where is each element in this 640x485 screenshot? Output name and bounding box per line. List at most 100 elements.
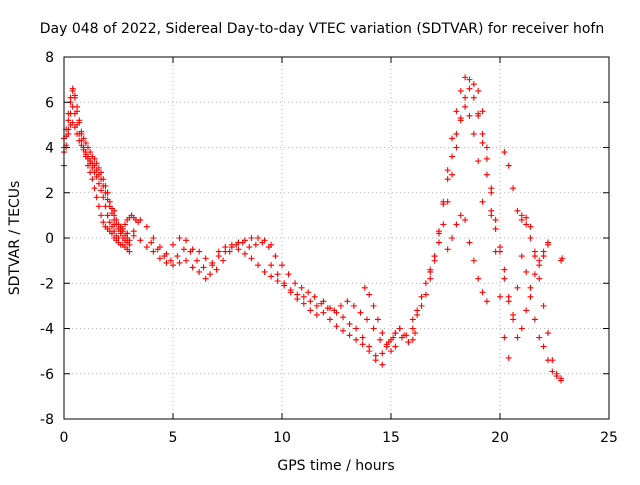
data-point (71, 124, 78, 131)
data-point (298, 284, 305, 291)
data-point (361, 284, 368, 291)
data-point (104, 212, 111, 219)
data-point (180, 246, 187, 253)
data-point (414, 307, 421, 314)
series-track-14 (427, 103, 486, 275)
data-point (453, 144, 460, 151)
data-point (106, 203, 113, 210)
data-point (274, 271, 281, 278)
data-point (350, 302, 357, 309)
y-tick-label: 6 (45, 95, 54, 111)
data-point (366, 348, 373, 355)
data-point (69, 119, 76, 126)
data-point (65, 110, 72, 117)
series-track-12 (388, 74, 495, 346)
data-point (324, 305, 331, 312)
data-point (161, 253, 168, 260)
data-point (137, 237, 144, 244)
data-point (305, 289, 312, 296)
series-track-11 (361, 284, 399, 355)
data-point (65, 130, 72, 137)
data-point (320, 309, 327, 316)
series-track-7 (148, 239, 246, 278)
data-point (418, 302, 425, 309)
data-point (536, 262, 543, 269)
data-point (294, 296, 301, 303)
data-point (536, 334, 543, 341)
data-point (444, 176, 451, 183)
data-point (453, 130, 460, 137)
data-point (466, 112, 473, 119)
data-point (510, 316, 517, 323)
x-tick-label: 15 (382, 430, 400, 446)
data-point (174, 253, 181, 260)
data-point (483, 298, 490, 305)
data-point (374, 316, 381, 323)
data-point (462, 216, 469, 223)
data-point (457, 115, 464, 122)
data-point (84, 144, 91, 151)
data-point (514, 207, 521, 214)
data-point (95, 171, 102, 178)
data-point (462, 103, 469, 110)
data-point (313, 311, 320, 318)
series-track-19 (518, 212, 551, 269)
data-point (523, 307, 530, 314)
data-point (377, 336, 384, 343)
data-point (409, 316, 416, 323)
data-point (279, 262, 285, 269)
x-tick-label: 5 (169, 430, 178, 446)
data-point (89, 176, 96, 183)
data-point (531, 316, 538, 323)
data-point (170, 241, 176, 248)
data-point (326, 316, 333, 323)
data-point (265, 244, 272, 251)
data-point (435, 228, 442, 235)
data-point (248, 255, 255, 262)
data-point (470, 81, 477, 88)
data-point (527, 284, 534, 291)
data-point (466, 85, 473, 92)
data-point (559, 255, 566, 262)
data-point (104, 189, 111, 196)
data-point (427, 275, 434, 282)
data-point (540, 302, 547, 309)
data-point (540, 253, 547, 260)
data-point (313, 302, 320, 309)
data-point (176, 235, 183, 241)
data-point (78, 128, 85, 135)
data-point (457, 212, 464, 219)
data-point (501, 334, 508, 341)
x-tick-label: 25 (600, 430, 618, 446)
data-point (82, 139, 89, 146)
data-point (318, 300, 325, 307)
data-point (252, 241, 259, 248)
data-point (523, 214, 530, 221)
data-point (154, 246, 161, 253)
data-point (510, 185, 517, 192)
series-track-16 (475, 110, 565, 382)
data-point (544, 330, 551, 337)
data-point (268, 273, 275, 280)
data-point (483, 155, 490, 162)
data-point (189, 264, 196, 271)
y-tick-label: -6 (40, 367, 54, 383)
y-tick-label: -8 (40, 412, 54, 428)
data-point (71, 94, 78, 101)
data-point (130, 232, 137, 239)
data-point (466, 76, 473, 83)
data-point (150, 248, 157, 255)
series-track-4 (61, 119, 133, 248)
data-point (124, 230, 131, 237)
data-point (100, 219, 107, 226)
data-point (187, 248, 194, 255)
data-point (239, 239, 246, 246)
data-point (527, 293, 534, 300)
data-point (106, 219, 113, 226)
data-point (91, 162, 98, 169)
data-point (281, 280, 288, 287)
data-point (483, 171, 490, 178)
data-point (340, 314, 347, 321)
data-point (346, 320, 353, 327)
